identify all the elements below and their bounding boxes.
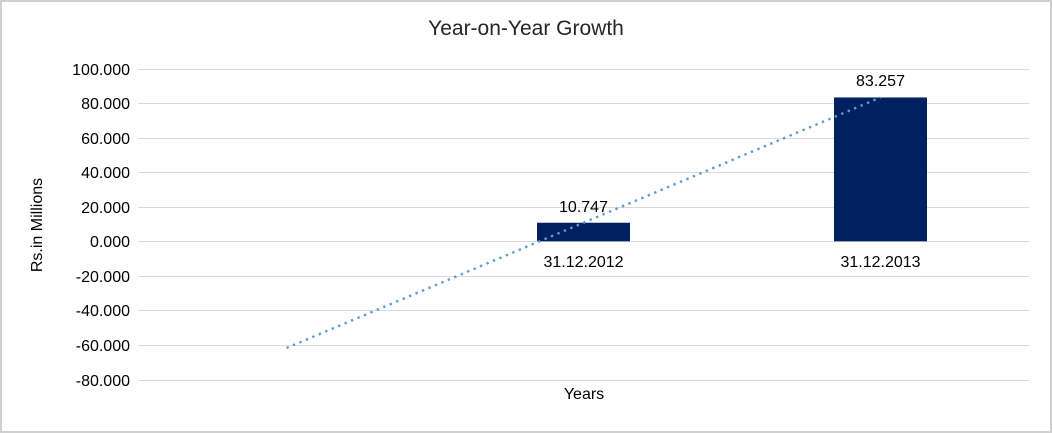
y-tick-label: -60.000 (75, 337, 130, 355)
bar-31.12.2013 (834, 97, 927, 242)
y-tick-label: 60.000 (81, 130, 130, 148)
y-tick-label: 40.000 (81, 165, 130, 183)
chart-title: Year-on-Year Growth (428, 17, 624, 40)
x-category-label: 31.12.2012 (543, 254, 624, 272)
data-label: 83.257 (856, 73, 905, 91)
y-tick-label: -80.000 (75, 372, 130, 390)
y-tick-label: 20.000 (81, 199, 130, 217)
y-tick-label: -20.000 (75, 268, 130, 286)
bar-31.12.2012 (537, 222, 630, 242)
x-axis-title: Years (563, 386, 605, 403)
data-label: 10.747 (559, 198, 608, 216)
x-category-label: 31.12.2013 (840, 254, 921, 272)
y-tick-label: 100.000 (72, 61, 130, 79)
y-tick-label: -40.000 (75, 303, 130, 321)
trendline (286, 96, 881, 350)
y-tick-label: 0.000 (89, 234, 130, 252)
y-tick-label: 80.000 (81, 96, 130, 114)
